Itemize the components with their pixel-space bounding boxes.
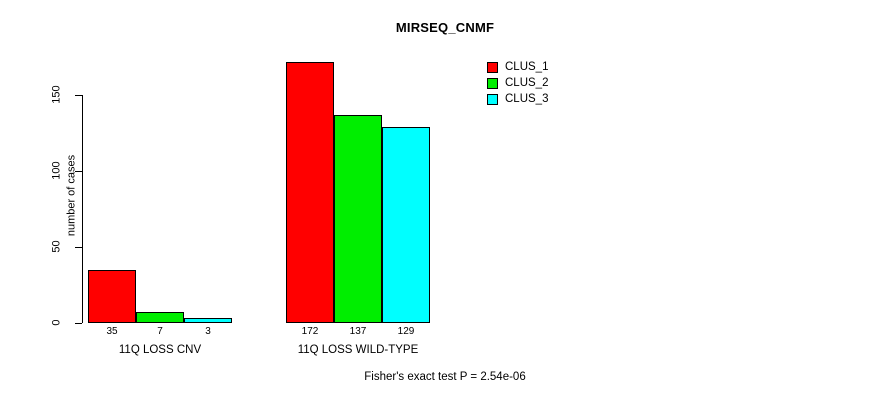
bar-group: 35 7 3 11Q LOSS CNV	[88, 40, 232, 356]
bar	[136, 312, 184, 323]
bar-value-label: 129	[397, 326, 415, 337]
bar-value-label: 137	[349, 326, 367, 337]
legend: CLUS_1 CLUS_2 CLUS_3	[487, 59, 548, 107]
statistical-annotation: Fisher's exact test P = 2.54e-06	[364, 371, 526, 383]
bar	[286, 62, 334, 323]
y-axis-tick-label: 150	[50, 85, 63, 104]
bar	[382, 127, 430, 323]
bar	[88, 270, 136, 323]
y-axis-tick	[75, 247, 82, 248]
y-axis-title: number of cases	[65, 154, 78, 237]
legend-item: CLUS_1	[487, 59, 548, 75]
y-axis-tick	[75, 171, 82, 172]
legend-item-label: CLUS_3	[505, 93, 549, 105]
legend-item: CLUS_2	[487, 75, 548, 91]
y-axis-tick	[75, 323, 82, 324]
plot-area: 0 50 100 150 number of cases 35 7 3 11Q LOSS C…	[51, 40, 462, 356]
legend-item: CLUS_3	[487, 91, 548, 107]
legend-color-swatch	[487, 61, 498, 73]
y-axis-tick-label: 0	[50, 319, 63, 326]
y-axis-tick-label: 50	[50, 240, 63, 253]
bar-value-label: 3	[205, 326, 211, 337]
bar-group: 172 137 129 11Q LOSS WILD-TYPE	[286, 40, 430, 356]
legend-color-swatch	[487, 77, 498, 89]
y-axis-line	[82, 95, 83, 323]
bar-value-label: 172	[301, 326, 319, 337]
x-axis-group-label: 11Q LOSS WILD-TYPE	[297, 344, 419, 356]
bar	[334, 115, 382, 323]
page-title: MIRSEQ_CNMF	[395, 20, 495, 35]
bar	[184, 318, 232, 323]
x-axis-group-label: 11Q LOSS CNV	[118, 344, 202, 356]
legend-item-label: CLUS_1	[505, 61, 549, 73]
legend-color-swatch	[487, 93, 498, 105]
y-axis-tick	[75, 95, 82, 96]
bar-value-label: 7	[157, 326, 163, 337]
y-axis-tick-label: 100	[50, 161, 63, 180]
bar-value-label: 35	[106, 326, 118, 337]
legend-item-label: CLUS_2	[505, 77, 549, 89]
